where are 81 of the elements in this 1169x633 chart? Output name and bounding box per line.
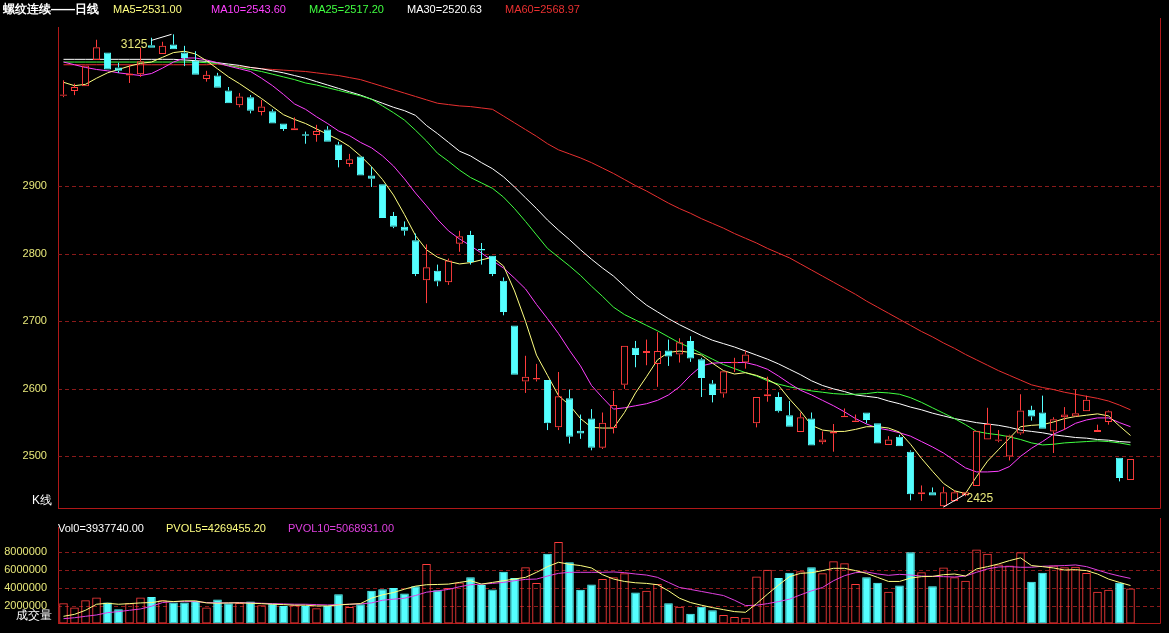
bar — [411, 586, 420, 624]
y-tick-label: 2800 — [22, 246, 47, 259]
bar — [807, 567, 816, 624]
bar — [1027, 581, 1036, 624]
bar — [1038, 572, 1047, 624]
candlestick — [686, 335, 695, 363]
bar — [356, 604, 365, 624]
y-tick-label: 4000000 — [4, 580, 47, 593]
candlestick — [334, 141, 343, 168]
bar — [466, 577, 475, 624]
bar — [180, 602, 189, 624]
bar — [565, 562, 574, 624]
y-tick-label: 2900 — [22, 179, 47, 192]
annotation: Vol0=3937740.00 — [58, 521, 144, 535]
bar — [334, 594, 343, 624]
candlestick — [1038, 395, 1047, 429]
bar — [433, 590, 442, 624]
bar — [697, 606, 706, 624]
y-tick-label: 2500 — [22, 449, 47, 462]
candlestick — [697, 359, 706, 398]
chart-title: 螺纹连续——日线 — [3, 2, 99, 16]
bar — [928, 586, 937, 624]
candlestick — [224, 86, 233, 104]
candlestick — [664, 339, 673, 367]
bar — [147, 596, 156, 624]
candlestick — [323, 125, 332, 142]
bar — [224, 603, 233, 624]
bar — [169, 602, 178, 624]
candlestick — [499, 276, 508, 316]
candlestick — [807, 412, 816, 446]
candlestick — [169, 33, 178, 50]
text: PVOL10=5068931.00 — [287, 521, 395, 535]
candlestick — [279, 123, 288, 132]
text: MA25=2517.20 — [309, 2, 385, 16]
bar — [774, 578, 783, 624]
candlestick — [565, 389, 574, 445]
text: PVOL5=4269455.20 — [165, 521, 266, 535]
candlestick — [191, 50, 200, 75]
y-tick-label: 6000000 — [4, 563, 47, 576]
text: MA60=2568.97 — [505, 2, 581, 16]
bar — [488, 589, 497, 624]
annotation: 2425 — [966, 491, 994, 506]
candlestick — [466, 230, 475, 266]
candlestick — [488, 255, 497, 277]
bar — [587, 584, 596, 624]
bar — [499, 571, 508, 624]
candlestick — [1115, 457, 1124, 482]
bar — [862, 577, 871, 624]
candlestick — [587, 408, 596, 451]
bar — [543, 553, 552, 624]
bar — [400, 593, 409, 624]
candlestick — [268, 108, 277, 124]
y-tick-label: 2700 — [22, 314, 47, 327]
candlestick — [147, 37, 156, 48]
candlestick — [213, 72, 222, 88]
candlestick — [1093, 424, 1102, 433]
y-tick-label: 2600 — [22, 381, 47, 394]
text: K线 — [31, 493, 52, 508]
bar — [510, 578, 519, 624]
bar — [906, 552, 915, 624]
bar — [378, 589, 387, 624]
bar — [389, 588, 398, 624]
candlestick — [543, 380, 552, 431]
candlestick — [1027, 405, 1036, 422]
candlestick — [928, 486, 937, 496]
candlestick — [774, 391, 783, 412]
annotation: 3125 — [120, 37, 148, 52]
bar — [576, 589, 585, 624]
candlestick — [642, 339, 651, 366]
text: MA10=2543.60 — [211, 2, 287, 16]
bar — [477, 585, 486, 624]
bar — [785, 572, 794, 624]
text: 成交量 — [16, 608, 52, 623]
candlestick — [400, 220, 409, 237]
candlestick — [367, 166, 376, 188]
bar — [367, 590, 376, 624]
text: MA30=2520.63 — [407, 2, 483, 16]
bar — [103, 602, 112, 624]
text: MA5=2531.00 — [113, 2, 183, 16]
y-tick-label: 8000000 — [4, 545, 47, 558]
candlestick — [906, 451, 915, 501]
